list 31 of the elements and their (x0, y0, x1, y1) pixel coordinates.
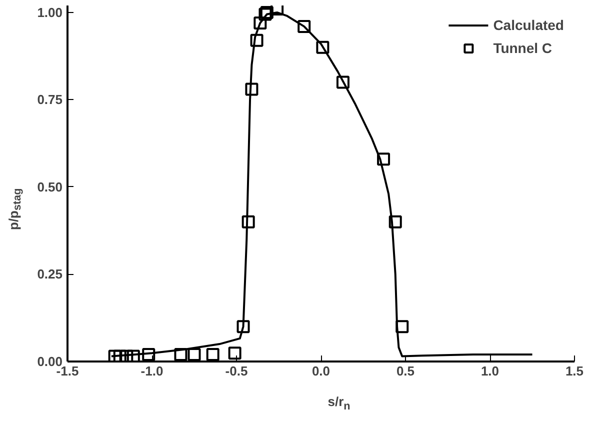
point (126, 350, 140, 362)
point (228, 346, 242, 360)
x-tick-label: 1.0 (480, 364, 500, 378)
y-tick-label: 0.00 (37, 354, 63, 369)
point (250, 34, 264, 47)
point (242, 215, 255, 228)
legend-label: Calculated (493, 17, 564, 33)
point (388, 215, 402, 228)
point (336, 76, 350, 89)
point (174, 348, 188, 362)
point (377, 152, 390, 166)
x-tick-label: 0.0 (312, 364, 330, 378)
point (236, 320, 250, 334)
y-tick-label: 0.25 (37, 266, 63, 282)
point (188, 348, 201, 362)
point (316, 40, 330, 54)
x-tick-label: -0.5 (225, 364, 248, 378)
x-tick-label: 1.5 (565, 364, 584, 378)
x-axis-title: s/r$_{n}$ (328, 393, 350, 415)
y-tick-label: 1.00 (37, 4, 63, 20)
point (206, 348, 220, 362)
point (254, 16, 267, 30)
point (396, 320, 409, 334)
y-tick-label: 0.75 (37, 92, 63, 108)
x-tick-label: -1.0 (140, 364, 164, 378)
point (142, 348, 156, 362)
legend-label: Tunnel C (493, 40, 552, 56)
y-tick-label: 0.50 (37, 179, 63, 194)
point (245, 82, 258, 96)
point (298, 20, 311, 33)
x-tick-label: 0.5 (396, 364, 415, 378)
